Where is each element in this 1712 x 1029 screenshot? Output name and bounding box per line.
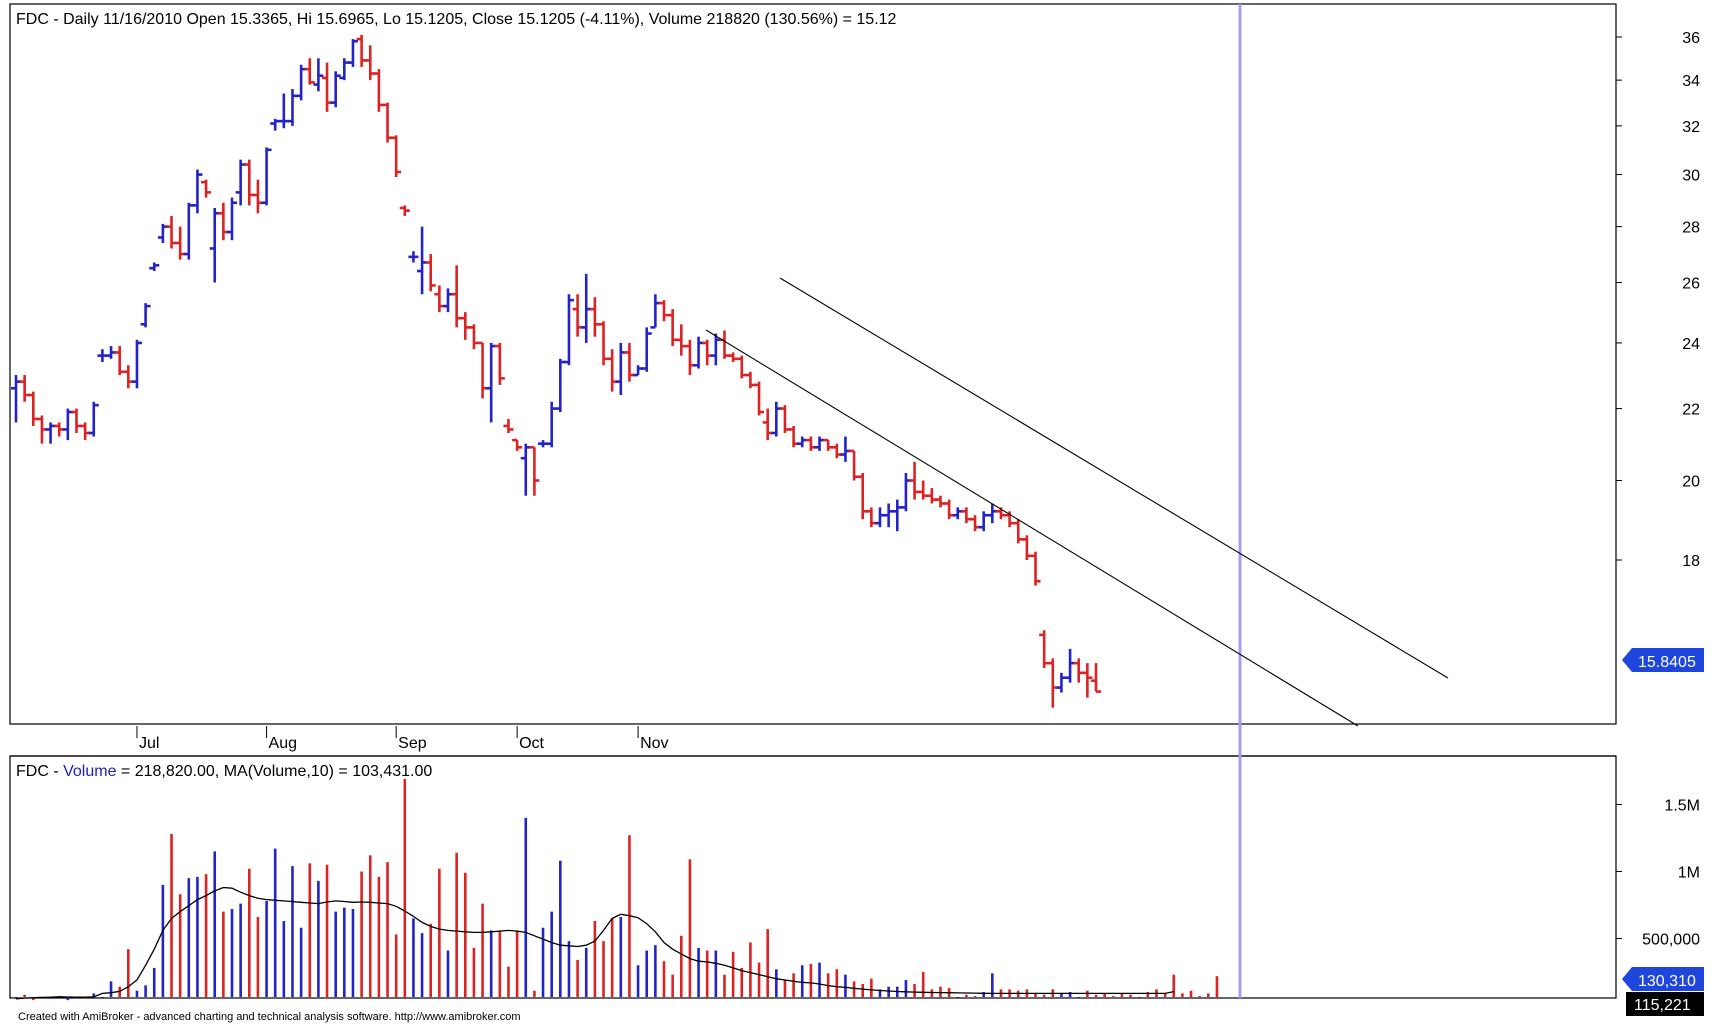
ohlc-bar[interactable] bbox=[227, 197, 237, 241]
volume-header-prefix: FDC - bbox=[16, 763, 63, 780]
ohlc-bar[interactable] bbox=[399, 205, 410, 216]
ma-last-label: 115,221 bbox=[1634, 997, 1691, 1014]
ohlc-bar[interactable] bbox=[313, 58, 324, 92]
channel-lower-line[interactable] bbox=[705, 329, 1359, 727]
ohlc-bar[interactable] bbox=[641, 327, 652, 372]
last-price-badge-bg bbox=[1622, 648, 1704, 672]
volume-last-badges: 130,310 115,221 bbox=[1622, 967, 1704, 1016]
ohlc-bar[interactable] bbox=[192, 169, 203, 214]
price-y-tick-label: 34 bbox=[1682, 73, 1700, 90]
ohlc-bar[interactable] bbox=[754, 381, 765, 416]
price-y-tick-label: 22 bbox=[1682, 402, 1700, 419]
price-y-axis: 36 34 32 30 28 26 24 22 20 18 bbox=[1616, 30, 1700, 570]
ohlc-bar[interactable] bbox=[149, 262, 160, 272]
x-tick-label: Nov bbox=[640, 735, 668, 752]
ohlc-bar[interactable] bbox=[201, 179, 212, 198]
price-y-tick-label: 30 bbox=[1682, 168, 1700, 185]
ohlc-bar[interactable] bbox=[408, 251, 419, 263]
ohlc-bar[interactable] bbox=[512, 438, 523, 451]
volume-y-tick-label: 500,000 bbox=[1642, 931, 1700, 948]
price-y-tick-label: 18 bbox=[1682, 553, 1700, 570]
channel-upper-line[interactable] bbox=[779, 277, 1449, 679]
price-y-tick-label: 20 bbox=[1682, 474, 1700, 491]
last-price-badge: 15.8405 bbox=[1622, 648, 1704, 672]
x-tick-label: Jul bbox=[139, 735, 159, 752]
ohlc-bar[interactable] bbox=[131, 339, 142, 389]
volume-badge-bg bbox=[1622, 967, 1704, 991]
volume-y-tick-label: 1M bbox=[1678, 864, 1700, 881]
volume-last-label: 130,310 bbox=[1638, 973, 1696, 990]
trend-channel bbox=[705, 277, 1449, 727]
price-y-tick-label: 26 bbox=[1682, 276, 1700, 293]
last-price-label: 15.8405 bbox=[1638, 654, 1696, 671]
x-tick-label: Sep bbox=[398, 735, 427, 752]
price-pane[interactable] bbox=[9, 3, 1617, 725]
footer-credit: Created with AmiBroker - advanced charti… bbox=[18, 1011, 521, 1023]
price-y-tick-label: 36 bbox=[1682, 30, 1700, 47]
ohlc-bar[interactable] bbox=[330, 71, 341, 108]
volume-y-axis: 1.5M 1M 500,000 bbox=[1616, 797, 1700, 948]
ohlc-bar[interactable] bbox=[347, 39, 358, 67]
ohlc-bar[interactable] bbox=[261, 147, 272, 206]
volume-header-suffix: = 218,820.00, MA(Volume,10) = 103,431.00 bbox=[116, 763, 432, 780]
price-y-tick-label: 28 bbox=[1682, 220, 1700, 237]
ohlc-bar[interactable] bbox=[391, 135, 402, 178]
x-tick-label: Aug bbox=[269, 735, 297, 752]
price-y-tick-label: 32 bbox=[1682, 119, 1700, 136]
date-x-axis: Jul Aug Sep Oct Nov bbox=[136, 726, 669, 752]
ohlc-bar[interactable] bbox=[88, 401, 99, 437]
ohlc-bar[interactable] bbox=[140, 303, 151, 328]
volume-ma-line bbox=[15, 886, 1174, 1000]
price-y-tick-label: 24 bbox=[1682, 336, 1700, 353]
ohlc-bar[interactable] bbox=[529, 445, 540, 496]
volume-y-tick-label: 1.5M bbox=[1664, 797, 1700, 814]
price-header: FDC - Daily 11/16/2010 Open 15.3365, Hi … bbox=[16, 11, 897, 28]
ohlc-bar[interactable] bbox=[1030, 551, 1041, 586]
volume-header: FDC - Volume = 218,820.00, MA(Volume,10)… bbox=[16, 763, 432, 780]
ohlc-bar[interactable] bbox=[563, 294, 574, 366]
ohlc-bar[interactable] bbox=[1082, 663, 1093, 698]
ma-badge-bg bbox=[1626, 992, 1704, 1016]
volume-bars bbox=[14, 779, 1219, 1001]
ohlc-bar[interactable] bbox=[503, 418, 514, 433]
x-tick-label: Oct bbox=[519, 735, 544, 752]
ohlc-bar[interactable] bbox=[304, 58, 315, 85]
ohlc-bar[interactable] bbox=[494, 342, 505, 385]
ohlc-bar[interactable] bbox=[425, 254, 436, 292]
ohlc-bar[interactable] bbox=[1091, 663, 1101, 693]
volume-header-series: Volume bbox=[63, 763, 116, 780]
ohlc-bars bbox=[11, 34, 1101, 708]
